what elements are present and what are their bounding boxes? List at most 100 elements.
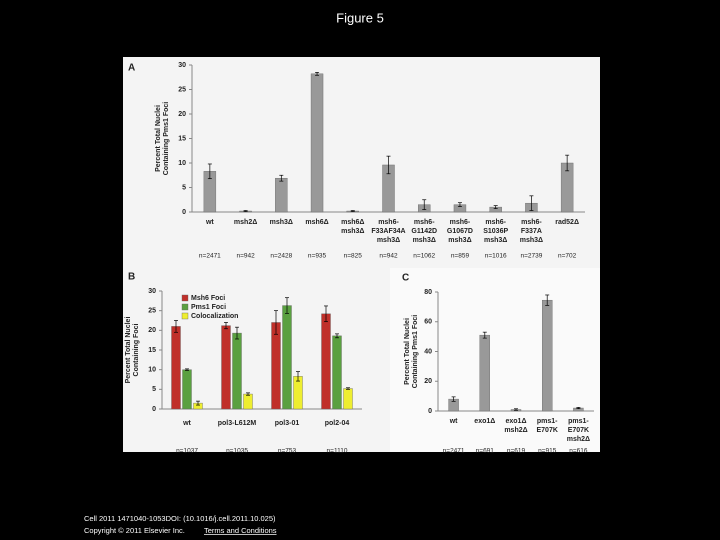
- error-bar: [529, 195, 534, 211]
- x-tick-label: F33AF34A: [371, 228, 405, 235]
- y-axis-label: Containing Pms1 Foci: [163, 102, 170, 176]
- n-label: n=2471: [199, 253, 221, 260]
- error-bar: [576, 407, 581, 409]
- error-bar: [174, 320, 178, 333]
- n-label: n=2428: [270, 253, 292, 260]
- x-tick-label: msh2Δ: [567, 436, 590, 443]
- y-axis-label: Percent Total Nuclei: [155, 105, 162, 172]
- y-tick-label: 15: [148, 347, 156, 354]
- n-label: n=942: [379, 253, 398, 260]
- panel-label: C: [402, 273, 409, 284]
- n-label: n=1037: [176, 448, 198, 455]
- error-bar: [386, 155, 391, 175]
- error-bar: [482, 331, 487, 339]
- y-tick-label: 40: [424, 348, 432, 355]
- x-tick-label: msh6-: [414, 219, 435, 226]
- y-tick-label: 30: [148, 288, 156, 295]
- x-tick-label: F337A: [521, 228, 542, 235]
- bar: [221, 325, 231, 410]
- y-tick-label: 60: [424, 319, 432, 326]
- bar: [321, 313, 331, 410]
- y-axis-label: Percent Total Nuclei: [404, 318, 411, 385]
- error-bar: [545, 294, 550, 306]
- terms-link[interactable]: Terms and Conditions: [204, 526, 277, 535]
- x-tick-label: msh6Δ: [341, 219, 364, 226]
- x-tick-label: pol3-L612M: [218, 420, 257, 427]
- x-tick-label: msh2Δ: [234, 219, 257, 226]
- error-bar: [565, 154, 570, 172]
- x-tick-label: pol2-04: [325, 420, 350, 427]
- x-tick-label: msh3Δ: [520, 237, 543, 244]
- y-axis-label: Containing Foci: [133, 324, 140, 377]
- error-bar: [235, 326, 239, 340]
- error-bar: [324, 305, 328, 323]
- legend-label: Colocalization: [191, 313, 238, 320]
- error-bar: [315, 71, 320, 76]
- x-tick-label: E707K: [568, 427, 589, 434]
- x-tick-label: pms1-: [537, 418, 558, 425]
- bar: [271, 322, 281, 410]
- error-bar: [457, 202, 462, 207]
- x-tick-label: msh6-: [521, 219, 542, 226]
- y-tick-label: 5: [182, 184, 186, 191]
- error-bar: [224, 322, 228, 330]
- y-tick-label: 30: [178, 62, 186, 69]
- bar: [343, 388, 353, 410]
- legend-label: Msh6 Foci: [191, 295, 225, 302]
- bar: [275, 177, 288, 213]
- legend-label: Pms1 Foci: [191, 304, 226, 311]
- y-tick-label: 15: [178, 135, 186, 142]
- bar: [182, 369, 192, 410]
- error-bar: [335, 333, 339, 339]
- error-bar: [346, 387, 350, 390]
- x-tick-label: S1036P: [483, 228, 508, 235]
- y-tick-label: 0: [182, 209, 186, 216]
- error-bar: [285, 297, 289, 314]
- x-tick-label: wt: [449, 418, 458, 425]
- n-label: n=2471: [443, 448, 465, 455]
- panel-label: A: [128, 63, 135, 74]
- x-tick-label: msh6-: [450, 219, 471, 226]
- n-label: n=616: [569, 448, 588, 455]
- n-label: n=2739: [520, 253, 542, 260]
- error-bar: [279, 174, 284, 182]
- x-tick-label: G1142D: [411, 228, 437, 235]
- y-tick-label: 5: [152, 386, 156, 393]
- y-axis-label: Percent Total Nuclei: [125, 317, 132, 384]
- y-tick-label: 20: [424, 378, 432, 385]
- bar: [232, 332, 242, 410]
- bar: [243, 393, 253, 410]
- x-tick-label: pms1-: [568, 418, 589, 425]
- n-label: n=942: [236, 253, 255, 260]
- y-tick-label: 25: [178, 86, 186, 93]
- x-tick-label: rad52Δ: [555, 219, 579, 226]
- error-bar: [296, 371, 300, 382]
- panel-label: B: [128, 272, 135, 283]
- n-label: n=753: [278, 448, 297, 455]
- error-bar: [422, 199, 427, 210]
- x-tick-label: pol3-01: [275, 420, 300, 427]
- error-bar: [196, 400, 200, 406]
- n-label: n=691: [476, 448, 495, 455]
- y-tick-label: 10: [178, 160, 186, 167]
- x-tick-label: wt: [205, 219, 214, 226]
- error-bar: [493, 205, 498, 209]
- n-label: n=702: [558, 253, 577, 260]
- error-bar: [207, 163, 212, 180]
- bar: [332, 335, 342, 410]
- legend-swatch: [181, 303, 189, 311]
- x-tick-label: msh3Δ: [448, 237, 471, 244]
- n-label: n=859: [451, 253, 470, 260]
- n-label: n=1110: [327, 448, 348, 455]
- panel-c-area: [390, 268, 600, 452]
- legend-swatch: [181, 312, 189, 320]
- x-tick-label: msh3Δ: [377, 237, 400, 244]
- x-tick-label: G1067D: [447, 228, 473, 235]
- y-tick-label: 0: [428, 408, 432, 415]
- y-tick-label: 80: [424, 289, 432, 296]
- x-tick-label: msh6-: [378, 219, 399, 226]
- y-axis-label: Containing Pms1 Foci: [412, 315, 419, 389]
- n-label: n=935: [308, 253, 327, 260]
- bar: [282, 305, 292, 410]
- x-tick-label: E707K: [536, 427, 557, 434]
